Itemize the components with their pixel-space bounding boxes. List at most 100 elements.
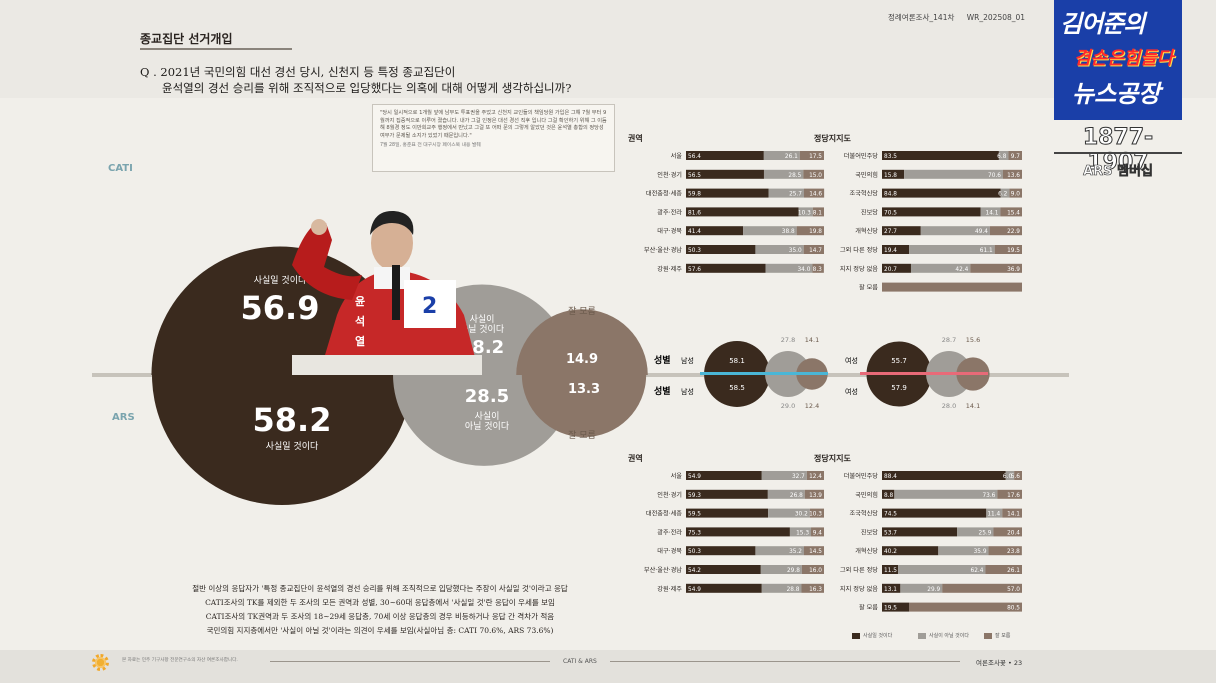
footer-note: 본 자료는 민주 기구사항 전문연구소의 자산 여론조사합니다. (122, 658, 238, 663)
summary-line-2: CATI조사의 TK를 제외한 두 조사의 모든 권역과 성별, 30~60대 … (205, 598, 555, 607)
cati-region-bar-value: 38.8 (782, 229, 795, 235)
broadcast-title-2: 겸손은힘들다 (1074, 48, 1174, 69)
cati-party-category-label: 국민의힘 (855, 171, 878, 179)
section-divider (140, 48, 292, 50)
cati-region-bar-value: 28.5 (788, 173, 801, 179)
female-label-cati: 여성 (845, 356, 858, 365)
ars-party-bar-value: 40.2 (884, 549, 897, 555)
ars-region-category-label: 인천·경기 (657, 491, 682, 499)
cati-party-bar-value: 6.2 (998, 192, 1008, 198)
ars-region-bar-segment (804, 489, 824, 499)
ars-region-bar-segment (760, 565, 802, 574)
cati-region-category-label: 인천·경기 (657, 171, 682, 179)
ars-region-bar-value: 54.2 (688, 568, 701, 574)
ars-party-bar-segment (882, 471, 1006, 480)
gender-fact-value: 57.9 (891, 384, 907, 392)
ars-unknown-label: 잘 모름 (568, 429, 596, 441)
cati-region-bar-segment (812, 263, 824, 273)
ars-party-bar-segment (988, 546, 1022, 556)
cati-party-bar-segment (1000, 188, 1010, 198)
ars-party-bar-value: 23.8 (1007, 549, 1020, 555)
cati-party-bar-value: 19.4 (884, 248, 897, 254)
ars-region-bar-value: 12.4 (809, 474, 822, 480)
gender-notfact-value: 28.0 (942, 402, 956, 410)
cati-region-bar-segment (755, 245, 804, 254)
cati-party-bar-value: 61.1 (980, 248, 993, 254)
legend-fact-text: 사실일 것이다 (863, 633, 893, 639)
ars-region-bar-value: 16.3 (809, 587, 822, 593)
ars-party-bar-value: 80.5 (1007, 606, 1020, 612)
cati-region-bar-value: 35.0 (789, 248, 802, 254)
ars-region-bar-value: 54.9 (688, 474, 701, 480)
cati-party-bar-segment (1008, 151, 1022, 160)
male-label-cati: 남성 (681, 356, 694, 365)
male-label-ars: 남성 (681, 387, 694, 396)
ars-party-bar-value: 6.0 (1003, 474, 1013, 480)
ars-party-bar-segment (1014, 471, 1022, 480)
cati-region-bar-segment (768, 188, 804, 198)
cati-party-bar-value: 70.5 (884, 210, 897, 216)
survey-name: 정례여론조사_141차 (888, 13, 955, 22)
broadcast-divider (1054, 152, 1182, 154)
cati-party-bar-value: 42.4 (955, 267, 968, 273)
ars-region-bar-segment (755, 546, 804, 556)
cati-region-bar-segment (799, 151, 824, 160)
cati-party-bar-segment (909, 245, 995, 254)
ars-party-bar-segment (882, 489, 895, 499)
cati-region-category-label: 대전충청·세종 (646, 190, 682, 198)
gender-fact-value: 55.7 (891, 357, 907, 365)
legend-notfact-swatch (918, 632, 926, 639)
ars-region-category-label: 서울 (671, 472, 683, 480)
ars-party-bar-segment (957, 527, 994, 537)
ars-party-bar-segment (894, 489, 998, 499)
summary-text: 절반 이상의 응답자가 '특정 종교집단이 윤석열의 경선 승리를 위해 조직적… (160, 582, 600, 638)
gender-label-ars: 성별 (654, 385, 671, 397)
ars-party-bar-segment (997, 489, 1022, 499)
cati-region-bar-value: 25.7 (789, 192, 802, 198)
cati-region-bar-value: 10.3 (798, 210, 811, 216)
ars-region-bar-segment (768, 508, 810, 518)
cati-party-bar-value: 15.4 (1007, 210, 1020, 216)
ars-party-bar-segment (882, 602, 910, 612)
ars-party-category-label: 국민의힘 (855, 491, 878, 499)
cati-region-bar-value: 57.6 (688, 267, 701, 273)
cati-party-bar-value: 49.4 (975, 229, 988, 235)
ars-party-bar-segment (882, 508, 987, 518)
cati-fact-label: 사실일 것이다 (254, 275, 307, 286)
footer-divider-right (610, 661, 960, 662)
cati-party-bar-segment (920, 226, 990, 236)
ars-party-bar-segment (909, 602, 1022, 612)
cati-region-bar-value: 56.4 (688, 154, 701, 160)
cati-unknown-label: 잘 모름 (568, 305, 596, 317)
ars-party-category-label: 그외 다른 정당 (840, 566, 878, 574)
summary-line-3: CATI조사의 TK권역과 두 조사의 18~29세 응답층, 70세 이상 응… (205, 612, 555, 621)
ars-region-category-label: 광주·전라 (657, 528, 682, 536)
ars-party-bar-value: 62.4 (971, 568, 984, 574)
cati-region-bar-value: 41.4 (688, 229, 701, 235)
ars-region-bar-value: 15.3 (796, 530, 809, 536)
footer-page: 여론조사꽃 • 23 (976, 659, 1023, 667)
ars-party-bar-segment (985, 565, 1022, 574)
ars-party-title: 정당지지도 (814, 453, 851, 463)
cati-region-bar-segment (803, 188, 825, 198)
ars-party-bar-value: 8.8 (884, 493, 894, 499)
ars-region-category-label: 부산·울산·경남 (644, 566, 682, 574)
ars-region-bar-segment (686, 508, 769, 518)
cati-region-bar-segment (812, 207, 824, 217)
cati-region-bar-value: 50.3 (688, 248, 701, 254)
ars-region-bar-value: 26.8 (790, 493, 803, 499)
ars-party-bar-value: 19.5 (884, 606, 897, 612)
ars-region-category-label: 강원·제주 (657, 585, 682, 593)
cati-party-bar-segment (1009, 188, 1022, 198)
cati-party-bar-segment (910, 263, 971, 273)
ars-party-bar-value: 74.5 (884, 512, 897, 518)
cati-party-bar-segment (989, 226, 1022, 236)
broadcast-phone: 1877-1907 (1082, 125, 1154, 176)
ars-region-bar-value: 54.9 (688, 587, 701, 593)
ars-region-category-label: 대구·경북 (657, 547, 682, 555)
ars-region-bar-segment (801, 583, 824, 593)
cati-region-bar-value: 14.6 (809, 192, 822, 198)
ars-region-bar-segment (686, 527, 790, 537)
gender-notfact-value: 27.8 (781, 336, 795, 344)
cati-party-bar-value: 20.7 (884, 267, 897, 273)
